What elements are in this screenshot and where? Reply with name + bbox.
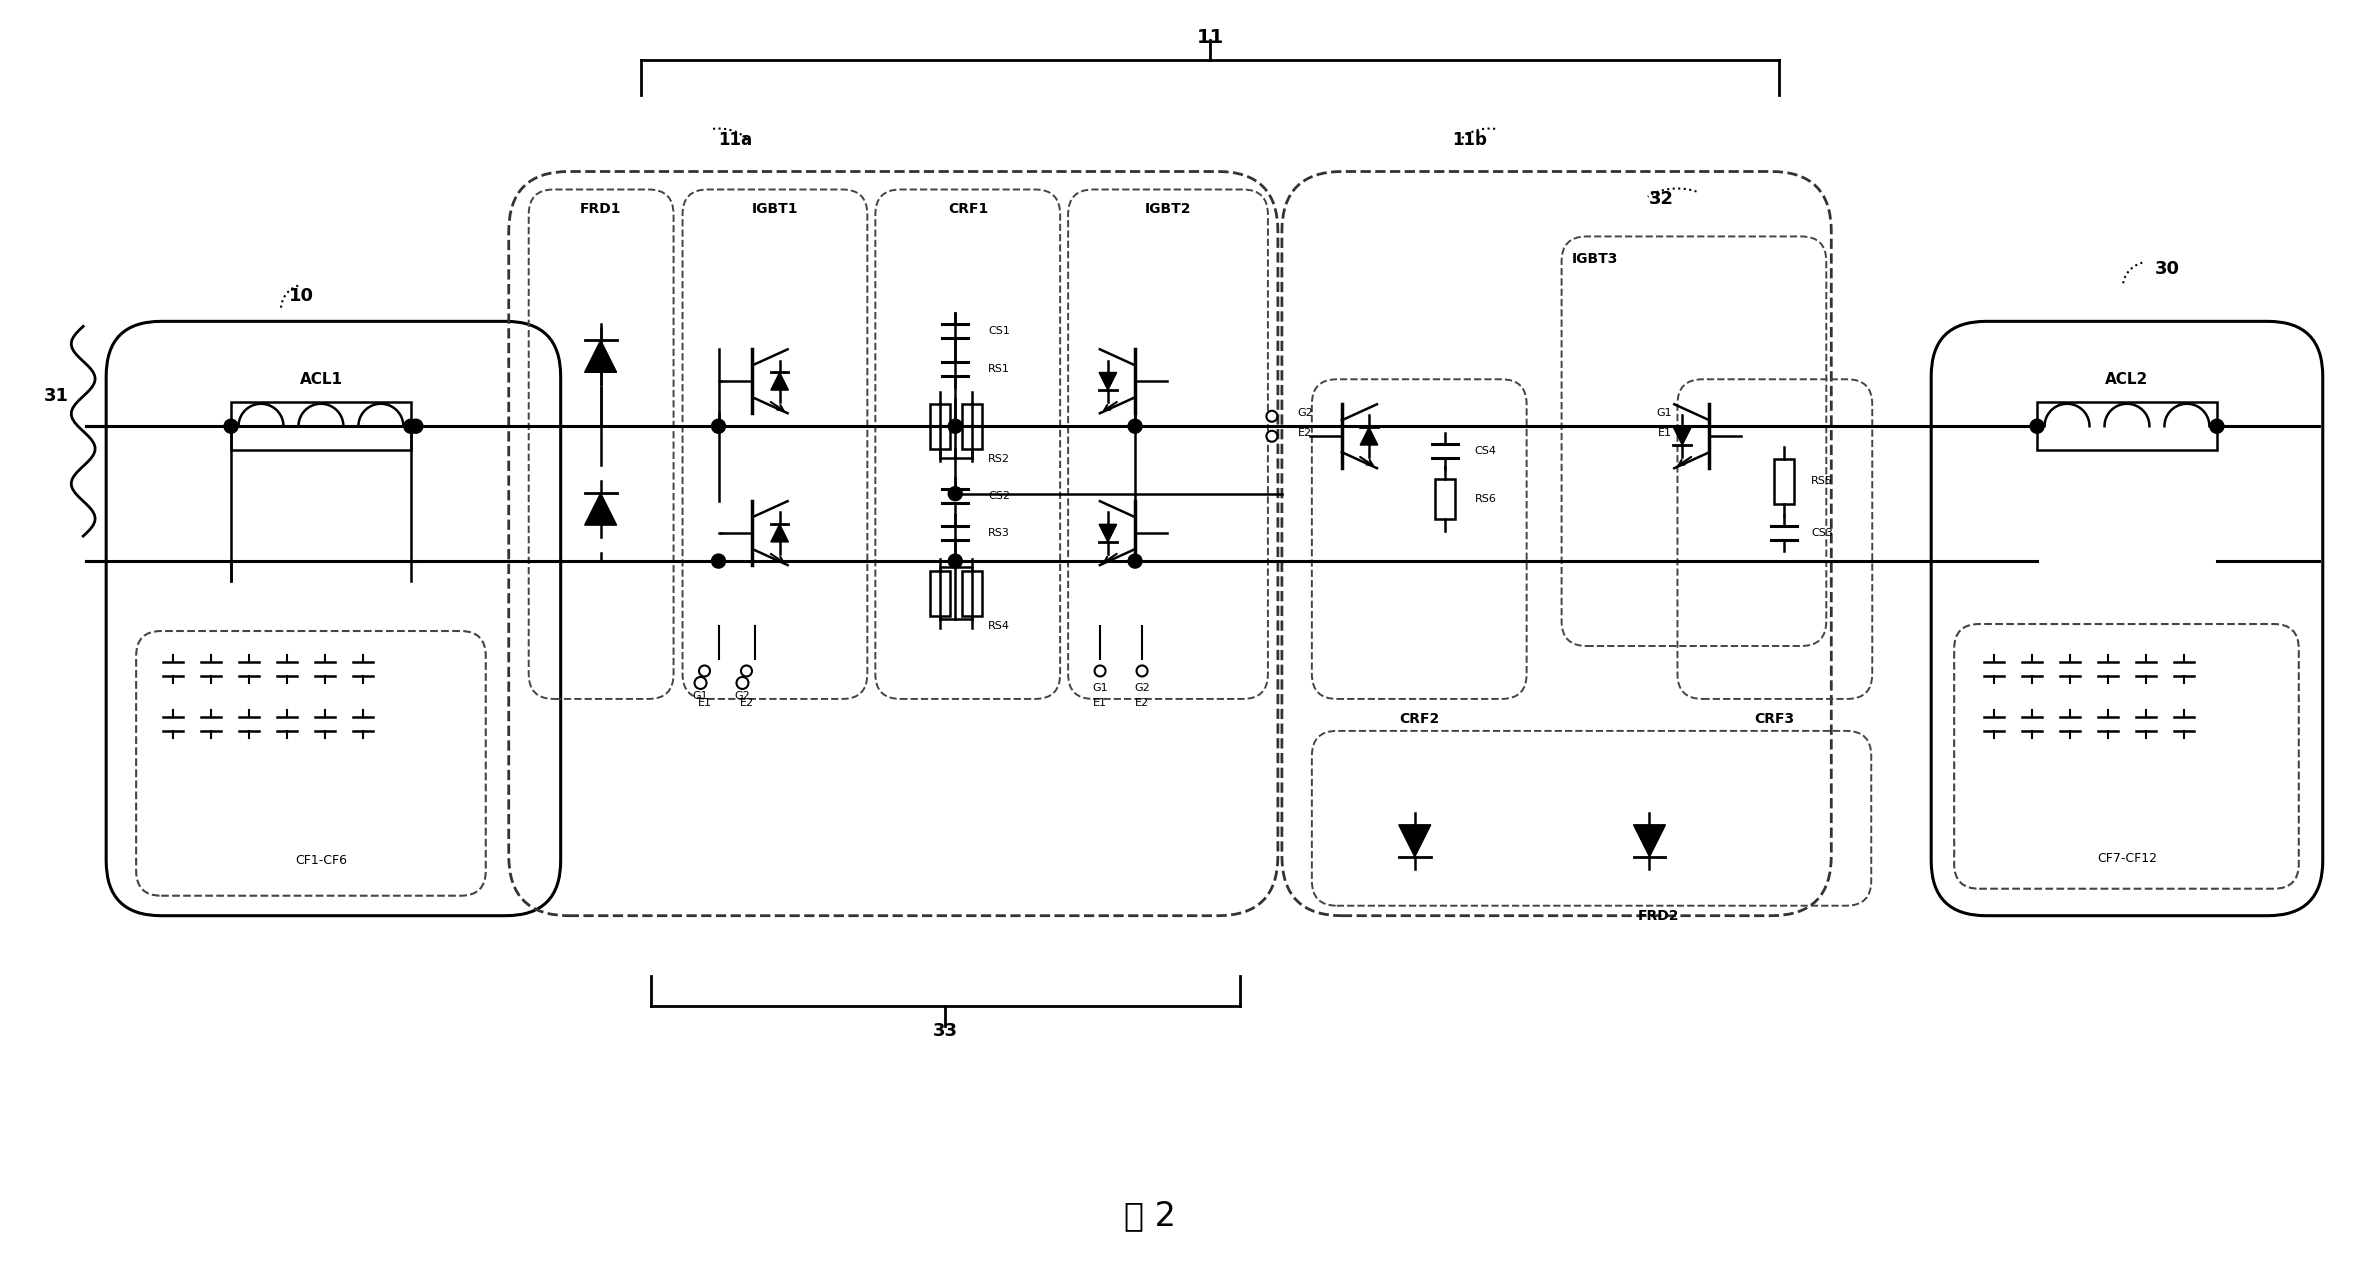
Polygon shape bbox=[1673, 428, 1690, 445]
Circle shape bbox=[2211, 419, 2225, 433]
Circle shape bbox=[694, 676, 705, 689]
Circle shape bbox=[225, 419, 239, 433]
Text: RS1: RS1 bbox=[987, 364, 1011, 374]
Text: IGBT2: IGBT2 bbox=[1146, 202, 1191, 216]
Circle shape bbox=[949, 419, 963, 433]
Polygon shape bbox=[772, 373, 788, 391]
Text: FRD1: FRD1 bbox=[580, 202, 623, 216]
Bar bbox=[232, 402, 412, 450]
Text: FRD2: FRD2 bbox=[1638, 908, 1681, 922]
Bar bbox=[2038, 402, 2218, 450]
Text: CRF2: CRF2 bbox=[1399, 712, 1439, 726]
Circle shape bbox=[2031, 419, 2045, 433]
Text: 11: 11 bbox=[1195, 28, 1224, 47]
Text: 图 2: 图 2 bbox=[1124, 1199, 1176, 1232]
Text: RS5: RS5 bbox=[1811, 477, 1832, 487]
Text: RS3: RS3 bbox=[987, 528, 1011, 538]
Text: E2: E2 bbox=[739, 698, 753, 708]
Circle shape bbox=[698, 665, 710, 676]
Text: 10: 10 bbox=[289, 287, 312, 305]
Text: IGBT3: IGBT3 bbox=[1572, 252, 1619, 266]
Circle shape bbox=[1129, 555, 1141, 567]
Polygon shape bbox=[585, 341, 618, 373]
Text: E2: E2 bbox=[1136, 698, 1148, 708]
Text: CF7-CF12: CF7-CF12 bbox=[2097, 852, 2156, 865]
Polygon shape bbox=[585, 493, 618, 525]
Text: G1: G1 bbox=[694, 690, 708, 701]
Circle shape bbox=[1129, 419, 1141, 433]
Bar bbox=[963, 570, 982, 616]
Text: CRF3: CRF3 bbox=[1754, 712, 1794, 726]
Circle shape bbox=[741, 665, 753, 676]
Text: CS2: CS2 bbox=[987, 491, 1011, 501]
Text: IGBT1: IGBT1 bbox=[753, 202, 798, 216]
Circle shape bbox=[1136, 665, 1148, 676]
Bar bbox=[930, 570, 949, 616]
Circle shape bbox=[409, 419, 424, 433]
Bar bbox=[1434, 479, 1456, 519]
Text: E1: E1 bbox=[1094, 698, 1108, 708]
Polygon shape bbox=[1361, 428, 1378, 445]
Circle shape bbox=[712, 419, 727, 433]
Text: RS4: RS4 bbox=[987, 621, 1011, 632]
Polygon shape bbox=[1098, 524, 1117, 542]
Text: E2: E2 bbox=[1297, 428, 1311, 438]
Polygon shape bbox=[1098, 373, 1117, 391]
Text: G1: G1 bbox=[1091, 683, 1108, 693]
Text: CF1-CF6: CF1-CF6 bbox=[296, 854, 348, 867]
Text: 11a: 11a bbox=[720, 131, 753, 149]
Text: CS1: CS1 bbox=[987, 327, 1011, 337]
Text: G1: G1 bbox=[1657, 409, 1673, 418]
Text: 31: 31 bbox=[43, 387, 69, 405]
Text: ACL1: ACL1 bbox=[301, 371, 343, 387]
Bar bbox=[963, 404, 982, 448]
Circle shape bbox=[949, 487, 963, 501]
Circle shape bbox=[712, 555, 727, 567]
Text: ACL2: ACL2 bbox=[2104, 371, 2149, 387]
Text: RS6: RS6 bbox=[1475, 494, 1496, 505]
Text: G2: G2 bbox=[1297, 409, 1314, 418]
Text: G2: G2 bbox=[1134, 683, 1150, 693]
Polygon shape bbox=[772, 524, 788, 542]
Text: 32: 32 bbox=[1650, 191, 1673, 209]
Polygon shape bbox=[1399, 825, 1430, 857]
Text: 11b: 11b bbox=[1453, 131, 1486, 149]
Circle shape bbox=[949, 555, 963, 567]
Text: CS4: CS4 bbox=[1475, 446, 1496, 456]
Text: CRF1: CRF1 bbox=[949, 202, 989, 216]
Text: 33: 33 bbox=[933, 1021, 959, 1040]
Text: RS2: RS2 bbox=[987, 455, 1011, 464]
Circle shape bbox=[405, 419, 419, 433]
Bar bbox=[1775, 459, 1794, 503]
Bar bbox=[930, 404, 949, 448]
Text: G2: G2 bbox=[734, 690, 750, 701]
Circle shape bbox=[1266, 430, 1278, 442]
Circle shape bbox=[1094, 665, 1105, 676]
Polygon shape bbox=[1633, 825, 1666, 857]
Text: E1: E1 bbox=[698, 698, 712, 708]
Text: E1: E1 bbox=[1657, 428, 1671, 438]
Text: CS3: CS3 bbox=[1811, 528, 1832, 538]
Circle shape bbox=[736, 676, 748, 689]
Circle shape bbox=[1266, 411, 1278, 421]
Text: 30: 30 bbox=[2154, 260, 2180, 278]
